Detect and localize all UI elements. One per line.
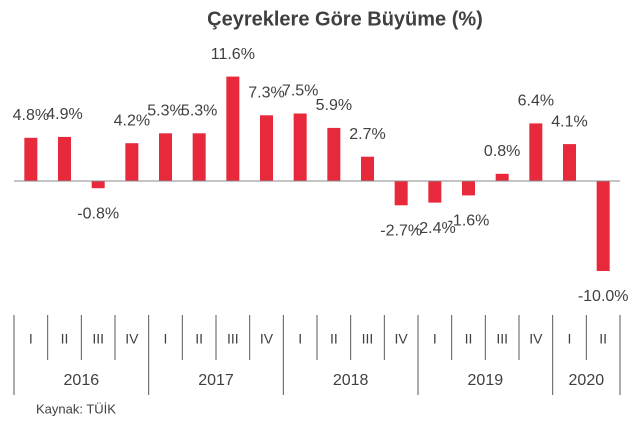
bar <box>192 133 206 181</box>
bar <box>529 123 543 181</box>
bar <box>462 181 475 196</box>
bar <box>260 115 273 181</box>
data-label: 2.7% <box>349 126 385 143</box>
x-tick-label: I <box>29 331 33 347</box>
x-tick-label: IV <box>395 331 409 347</box>
x-tick-label: I <box>164 331 168 347</box>
bar <box>293 113 307 181</box>
x-tick-label: I <box>433 331 437 347</box>
data-label: -0.8% <box>77 205 119 222</box>
data-label: 5.3% <box>147 103 183 120</box>
x-tick-label: IV <box>125 331 139 347</box>
x-tick-label: IV <box>529 331 543 347</box>
bar <box>563 144 576 181</box>
group-label: 2016 <box>64 372 100 389</box>
x-tick-label: II <box>599 331 607 347</box>
data-label: 0.8% <box>484 143 520 160</box>
bar <box>596 181 610 271</box>
data-label: 4.1% <box>551 113 587 130</box>
x-tick-label: II <box>195 331 203 347</box>
data-label: -2.7% <box>380 223 422 240</box>
x-tick-label: IV <box>260 331 274 347</box>
bar <box>394 181 408 206</box>
data-label: 5.3% <box>181 103 217 120</box>
x-tick-label: I <box>568 331 572 347</box>
group-label: 2019 <box>468 372 504 389</box>
bar <box>159 133 172 181</box>
bar <box>125 143 139 181</box>
source-note: Kaynak: TÜİK <box>36 401 116 416</box>
data-label: -10.0% <box>578 288 629 305</box>
group-label: 2018 <box>333 372 369 389</box>
x-tick-label: II <box>61 331 69 347</box>
data-label: 11.6% <box>211 46 255 63</box>
group-label: 2017 <box>198 372 234 389</box>
data-label: -2.4% <box>414 220 456 237</box>
bar <box>361 156 374 181</box>
x-tick-label: III <box>227 331 239 347</box>
data-label: 4.9% <box>46 106 82 123</box>
x-tick-label: III <box>92 331 104 347</box>
bar <box>428 181 442 203</box>
data-label: -1.6% <box>448 213 490 230</box>
bar <box>91 181 105 189</box>
x-tick-label: II <box>330 331 338 347</box>
chart-title: Çeyreklere Göre Büyüme (%) <box>207 8 483 30</box>
data-label: 6.4% <box>518 93 554 110</box>
data-label: 4.2% <box>114 112 150 129</box>
group-label: 2020 <box>569 372 605 389</box>
x-tick-label: III <box>362 331 374 347</box>
data-label: 4.8% <box>13 107 49 124</box>
bar <box>24 137 38 181</box>
data-label: 7.3% <box>248 85 284 102</box>
x-tick-label: II <box>465 331 473 347</box>
bar <box>327 127 341 181</box>
bar <box>495 173 509 181</box>
x-tick-label: I <box>298 331 302 347</box>
data-label: 5.9% <box>316 97 352 114</box>
x-tick-label: III <box>496 331 508 347</box>
data-label: 7.5% <box>282 83 318 100</box>
bar <box>226 76 240 181</box>
bar <box>58 136 71 181</box>
